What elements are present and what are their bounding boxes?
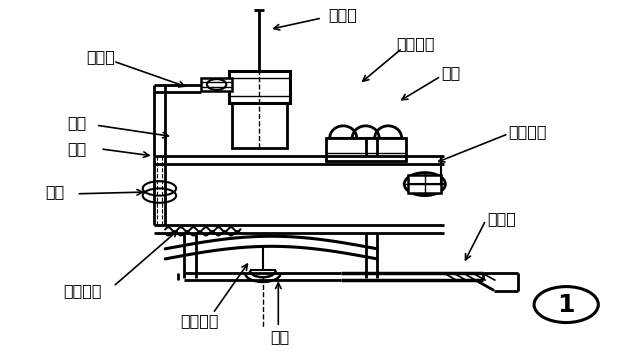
Bar [201,78,232,91]
Text: 螺钉螺母: 螺钉螺母 [396,36,435,51]
Text: 储能簧片: 储能簧片 [64,283,102,298]
Text: 调温轴: 调温轴 [328,8,357,23]
Text: 触点: 触点 [270,330,290,344]
Text: 支架: 支架 [67,116,86,130]
Text: 安装座: 安装座 [488,211,516,226]
Text: 接线螺钉: 接线螺钉 [508,125,547,139]
Text: 瓷环: 瓷环 [441,65,460,80]
Text: 双金属片: 双金属片 [181,313,219,328]
Text: 瓷米: 瓷米 [46,184,65,199]
Bar [408,175,441,193]
Bar [232,71,287,148]
Text: 1: 1 [558,292,575,317]
Text: 限位销: 限位销 [86,49,115,64]
Text: 瓷柱: 瓷柱 [67,141,86,156]
Bar [229,71,290,103]
Bar [325,138,406,161]
